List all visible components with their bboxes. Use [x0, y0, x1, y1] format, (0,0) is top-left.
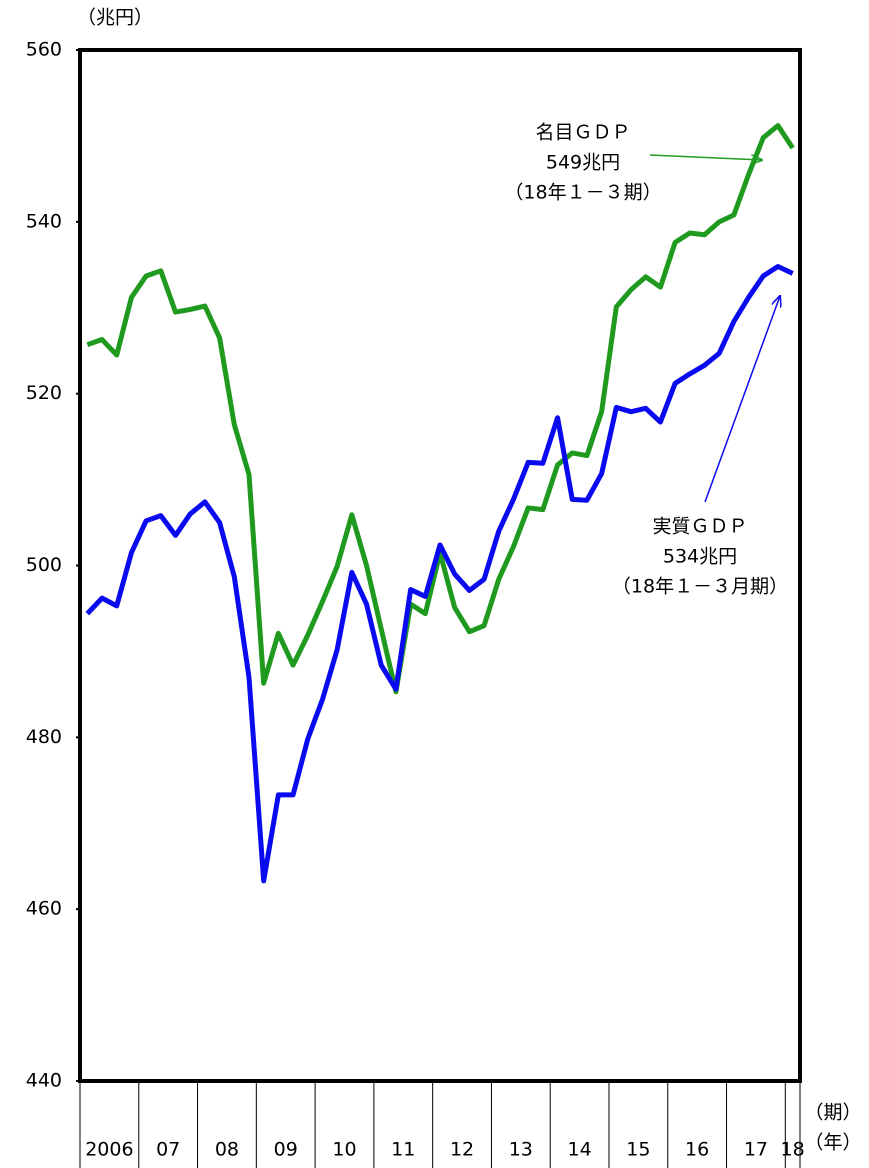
- x-tick-label: 10: [332, 1139, 356, 1161]
- annotation-arrow: [649, 154, 762, 160]
- x-tick-label: 16: [685, 1139, 709, 1161]
- x-axis-label: （期）: [804, 1102, 861, 1124]
- line-series: [86, 123, 795, 695]
- x-tick-label: 12: [450, 1139, 474, 1161]
- y-tick-label: 540: [26, 210, 62, 232]
- annotation-text: 名目ＧＤＰ: [535, 122, 630, 144]
- y-tick-label: 480: [26, 726, 62, 748]
- x-tick-label: 14: [567, 1139, 591, 1161]
- x-tick-label: 15: [626, 1139, 650, 1161]
- x-axis-label: （年）: [804, 1132, 861, 1154]
- y-tick-label: 460: [26, 898, 62, 920]
- y-tick-label: 440: [26, 1070, 62, 1092]
- annotation-text: 534兆円: [663, 546, 737, 568]
- annotation-text: （18年１－３期）: [504, 182, 661, 204]
- y-tick-label: 520: [26, 382, 62, 404]
- annotation-text: 549兆円: [546, 152, 620, 174]
- x-tick-label: 08: [215, 1139, 239, 1161]
- x-tick-label: 11: [391, 1139, 415, 1161]
- y-tick-label: 560: [26, 39, 62, 61]
- x-tick-label: 09: [274, 1139, 298, 1161]
- x-tick-label: 18: [781, 1139, 805, 1161]
- x-tick-label: 13: [509, 1139, 533, 1161]
- y-axis-label: （兆円）: [77, 7, 153, 29]
- annotation-arrow: [704, 296, 780, 503]
- annotation-text: 実質ＧＤＰ: [652, 516, 747, 538]
- annotation-text: （18年１－３月期）: [612, 576, 788, 598]
- x-tick-label: 07: [156, 1139, 180, 1161]
- x-tick-label: 17: [744, 1139, 768, 1161]
- x-tick-label: 2006: [85, 1139, 133, 1161]
- y-tick-label: 500: [26, 554, 62, 576]
- line-series: [85, 264, 794, 884]
